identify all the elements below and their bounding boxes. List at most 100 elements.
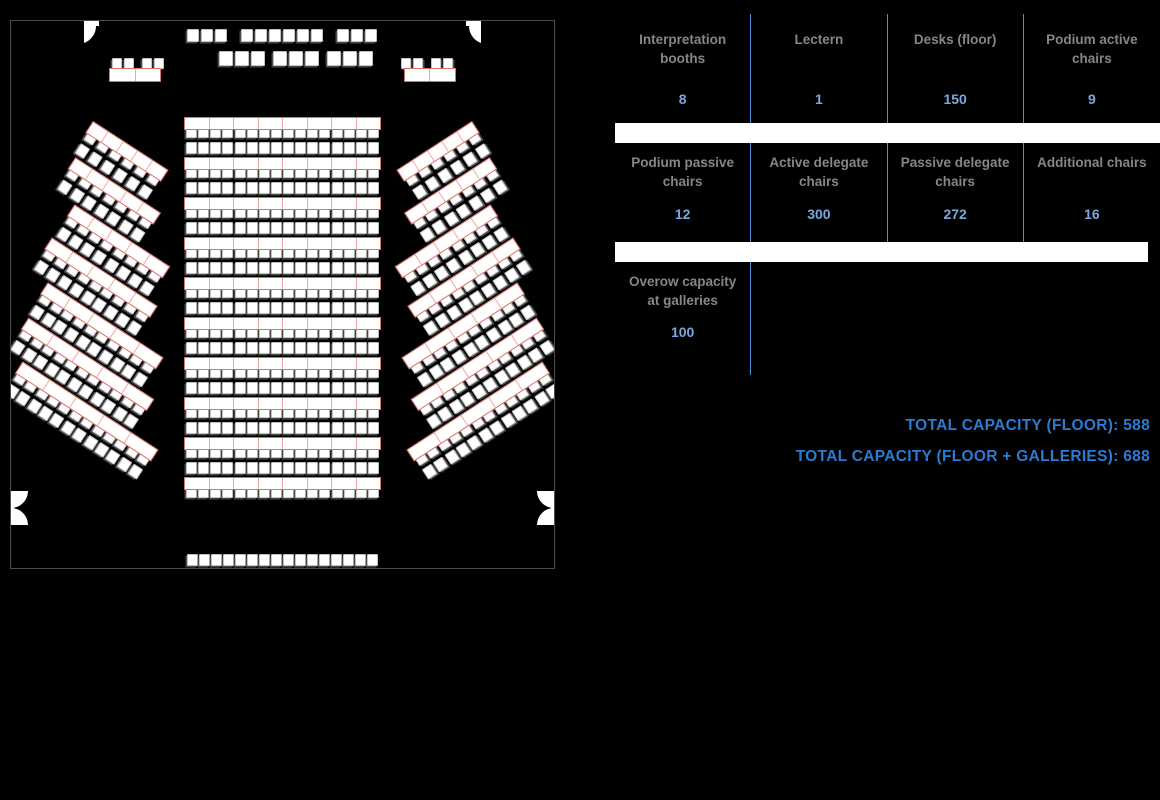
desk-segment [185,358,210,369]
chair [186,342,197,354]
chair [289,51,303,66]
chair [319,262,331,274]
stat-label: Active delegate chairs [769,155,869,189]
chair [307,222,319,234]
chair [258,222,270,234]
desk-segment [332,358,357,369]
stat-label: Interpretation booths [639,32,727,66]
desk-segment [210,398,234,409]
desk-segment [234,358,259,369]
desk-segment [259,318,283,329]
desk-segment [283,198,308,209]
chair [305,51,319,66]
chair [270,302,282,314]
chair [295,382,307,394]
chair [210,342,222,354]
desk-segment [332,118,357,129]
chair [210,182,222,194]
stat-active-delegate-chairs: Active delegate chairs 300 [751,143,888,242]
desk-segment [259,278,283,289]
chair [283,302,294,314]
floor-desk [184,317,381,330]
desk-segment [210,278,234,289]
chair [283,462,294,474]
desk-segment [283,158,308,169]
stat-value: 272 [943,206,967,222]
delegate-chair-row [186,462,379,474]
double-door-icon [11,491,29,525]
desk-segment [185,398,210,409]
chair [343,222,355,234]
chair [186,182,197,194]
chair [258,182,270,194]
double-door-icon [536,491,554,525]
floor-desk [184,437,381,450]
additional-chair-row [187,554,378,566]
chair [283,554,294,566]
chair [186,422,197,434]
chair [283,342,294,354]
chair [359,51,373,66]
desk-segment [357,238,381,249]
desk-segment [357,158,381,169]
desk-segment [332,158,357,169]
chair [319,142,331,154]
stat-label: Podium passive chairs [631,155,735,189]
chair [222,222,234,234]
chair [246,262,258,274]
chair [355,262,367,274]
chair [187,554,198,566]
delegate-chair-row [186,422,379,434]
chair-group [241,29,323,42]
delegate-chair-row [186,342,379,354]
chair [331,554,342,566]
capacity-totals: TOTAL CAPACITY (FLOOR): 588 TOTAL CAPACI… [796,410,1150,472]
desk-segment [234,278,259,289]
chair [283,222,294,234]
chair [355,342,367,354]
floor-desk [184,157,381,170]
chair [273,51,287,66]
chair [331,382,343,394]
chair [270,222,282,234]
stat-label: Lectern [794,32,844,47]
chair [367,302,379,314]
chair [367,222,379,234]
stat-podium-active-chairs: Podium active chairs 9 [1024,14,1160,123]
desk-segment [210,238,234,249]
chair [246,222,258,234]
desk-segment [283,358,308,369]
chair [307,382,319,394]
chair [319,422,331,434]
chair [355,222,367,234]
chair [211,554,222,566]
desk-segment [308,158,332,169]
chair [198,302,210,314]
chair [351,29,363,42]
chair [355,142,367,154]
chair [270,342,282,354]
desk-segment [357,318,381,329]
desk-segment [210,358,234,369]
desk-segment [185,238,210,249]
chair [343,554,354,566]
chair [283,29,295,42]
chair-group [273,51,319,66]
stat-value: 12 [674,206,691,222]
chair [258,142,270,154]
chair [186,462,197,474]
chair [222,462,234,474]
desk-segment [185,198,210,209]
chair [343,182,355,194]
chair [210,262,222,274]
floor-plan-left-side [11,21,554,568]
chair [199,554,210,566]
chair [222,262,234,274]
stat-lectern: Lectern 1 [751,14,888,123]
chair [343,142,355,154]
delegate-chair-row [186,302,379,314]
desk-segment [308,238,332,249]
desk-segment [308,398,332,409]
chair [246,182,258,194]
chair [319,462,331,474]
